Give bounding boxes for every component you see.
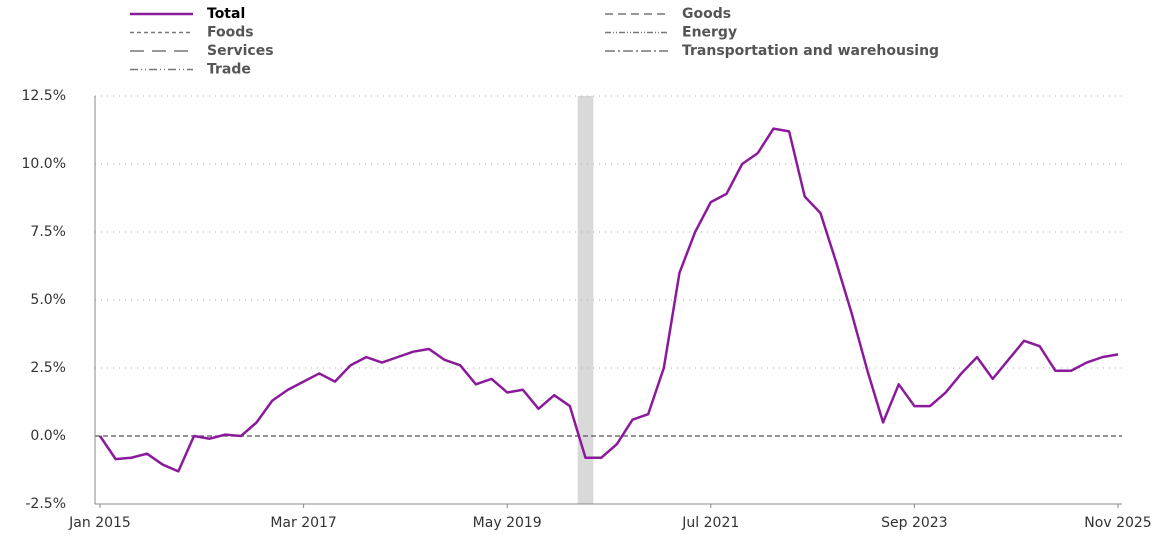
legend-label: Transportation and warehousing	[682, 43, 939, 59]
recession-band	[577, 96, 594, 504]
legend-label: Trade	[207, 62, 251, 78]
x-tick-label: May 2019	[473, 515, 542, 531]
y-tick-label: 5.0%	[30, 292, 66, 308]
y-tick-label: 2.5%	[30, 360, 66, 376]
y-tick-label: 10.0%	[22, 156, 66, 172]
legend-label: Goods	[682, 6, 731, 22]
x-tick-label: Nov 2025	[1084, 515, 1151, 531]
y-tick-label: 12.5%	[22, 88, 66, 104]
series-line	[98, 127, 1119, 473]
x-tick-label: Mar 2017	[270, 515, 337, 531]
legend-label: Total	[207, 6, 245, 22]
x-tick-label: Sep 2023	[881, 515, 947, 531]
y-tick-label: -2.5%	[25, 496, 66, 512]
x-tick-label: Jul 2021	[681, 515, 739, 531]
legend-label: Services	[207, 43, 274, 59]
legend-label: Energy	[682, 25, 737, 41]
x-tick-label: Jan 2015	[68, 515, 131, 531]
y-tick-label: 7.5%	[30, 224, 66, 240]
y-tick-label: 0.0%	[30, 428, 66, 444]
legend-label: Foods	[207, 25, 254, 41]
